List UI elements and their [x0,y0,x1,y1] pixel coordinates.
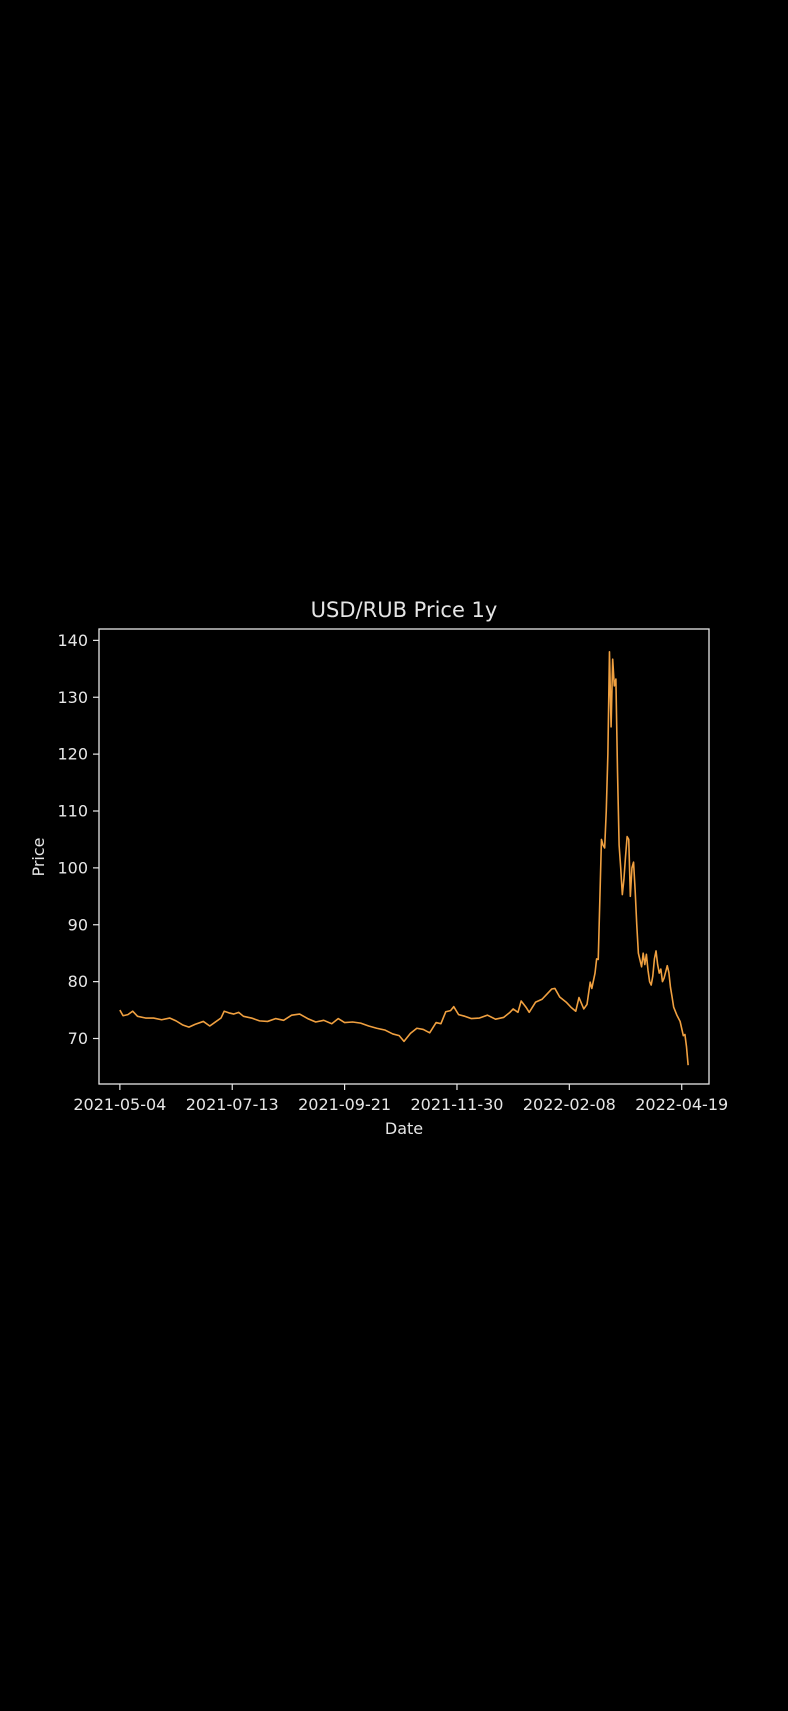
y-tick-label: 120 [57,745,88,764]
y-tick-label: 80 [68,972,88,991]
x-axis: 2021-05-04 2021-07-13 2021-09-21 2021-11-30… [73,1084,728,1114]
axes-frame [98,628,710,1085]
x-tick-label: 2021-05-04 [73,1095,166,1114]
plot-area [119,650,689,1066]
y-axis-label: Price [29,837,48,876]
x-tick-label: 2021-07-13 [186,1095,279,1114]
y-tick-label: 110 [57,802,88,821]
y-tick-label: 100 [57,858,88,877]
x-axis-label: Date [385,1119,423,1138]
x-tick-label: 2021-11-30 [410,1095,503,1114]
x-tick-label: 2022-04-19 [635,1095,728,1114]
x-tick-label: 2021-09-21 [298,1095,391,1114]
y-axis: 70 80 90 100 110 120 130 140 [57,631,99,1048]
chart-title: USD/RUB Price 1y [311,598,498,622]
y-tick-label: 70 [68,1029,88,1048]
y-tick-label: 90 [68,915,88,934]
y-tick-label: 140 [57,631,88,650]
series-line-0 [119,650,689,1066]
y-tick-label: 130 [57,688,88,707]
x-tick-label: 2022-02-08 [523,1095,616,1114]
